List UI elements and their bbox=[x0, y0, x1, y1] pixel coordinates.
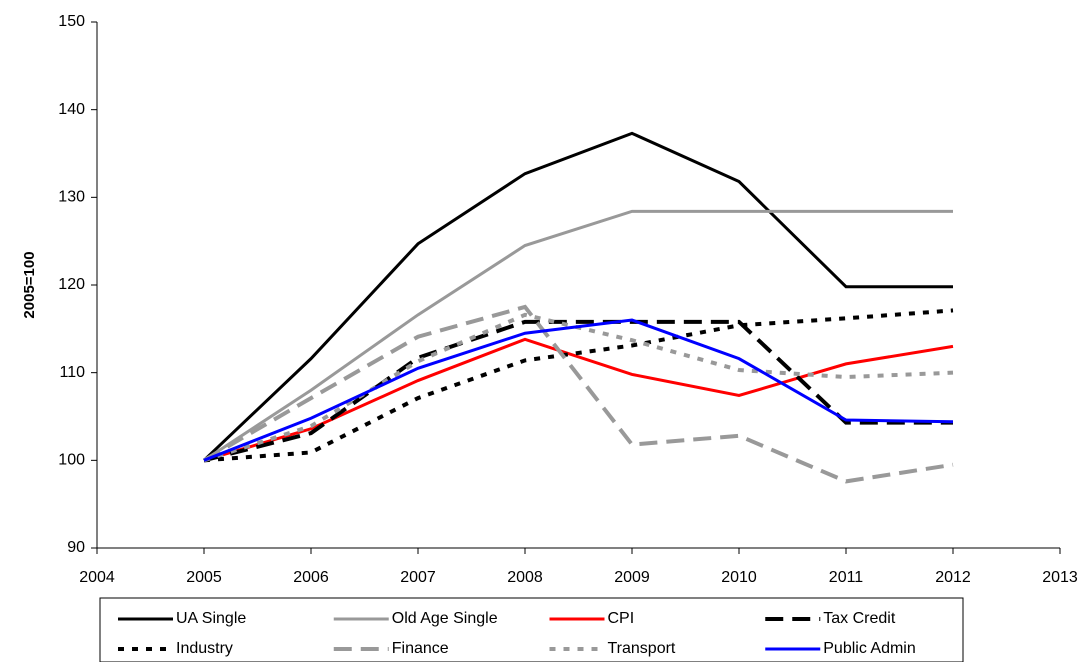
x-tick-label: 2007 bbox=[400, 569, 436, 586]
legend-label: UA Single bbox=[176, 610, 246, 627]
legend-label: Finance bbox=[392, 640, 449, 657]
series-line bbox=[202, 131, 953, 462]
legend-label: Tax Credit bbox=[823, 610, 896, 627]
y-tick-label: 150 bbox=[58, 13, 85, 30]
series-line bbox=[203, 319, 953, 463]
x-tick-label: 2005 bbox=[186, 569, 222, 586]
legend-box bbox=[99, 597, 964, 662]
x-tick-label: 2004 bbox=[79, 569, 115, 586]
legend-label: CPI bbox=[608, 610, 635, 627]
series-line bbox=[203, 308, 954, 463]
x-tick-label: 2011 bbox=[829, 569, 864, 586]
x-tick-label: 2006 bbox=[293, 569, 329, 586]
x-tick-label: 2009 bbox=[614, 569, 650, 586]
y-tick-label: 130 bbox=[58, 189, 85, 206]
series-line bbox=[203, 209, 953, 462]
y-tick-label: 100 bbox=[58, 452, 85, 469]
series-line bbox=[203, 337, 954, 462]
legend-label: Public Admin bbox=[823, 640, 916, 657]
y-axis-label: 2005=100 bbox=[21, 251, 38, 318]
y-tick-label: 110 bbox=[59, 364, 85, 381]
legend-label: Old Age Single bbox=[392, 610, 498, 627]
y-tick-label: 140 bbox=[58, 101, 85, 118]
series-line bbox=[203, 318, 954, 462]
x-tick-label: 2012 bbox=[935, 569, 971, 586]
series-line bbox=[202, 304, 954, 484]
y-tick-label: 120 bbox=[58, 276, 85, 293]
legend-label: Industry bbox=[176, 640, 233, 657]
x-tick-label: 2008 bbox=[507, 569, 543, 586]
y-tick-label: 90 bbox=[67, 539, 85, 556]
legend-label: Transport bbox=[608, 640, 676, 657]
x-tick-label: 2013 bbox=[1042, 569, 1078, 586]
x-tick-label: 2010 bbox=[721, 569, 757, 586]
